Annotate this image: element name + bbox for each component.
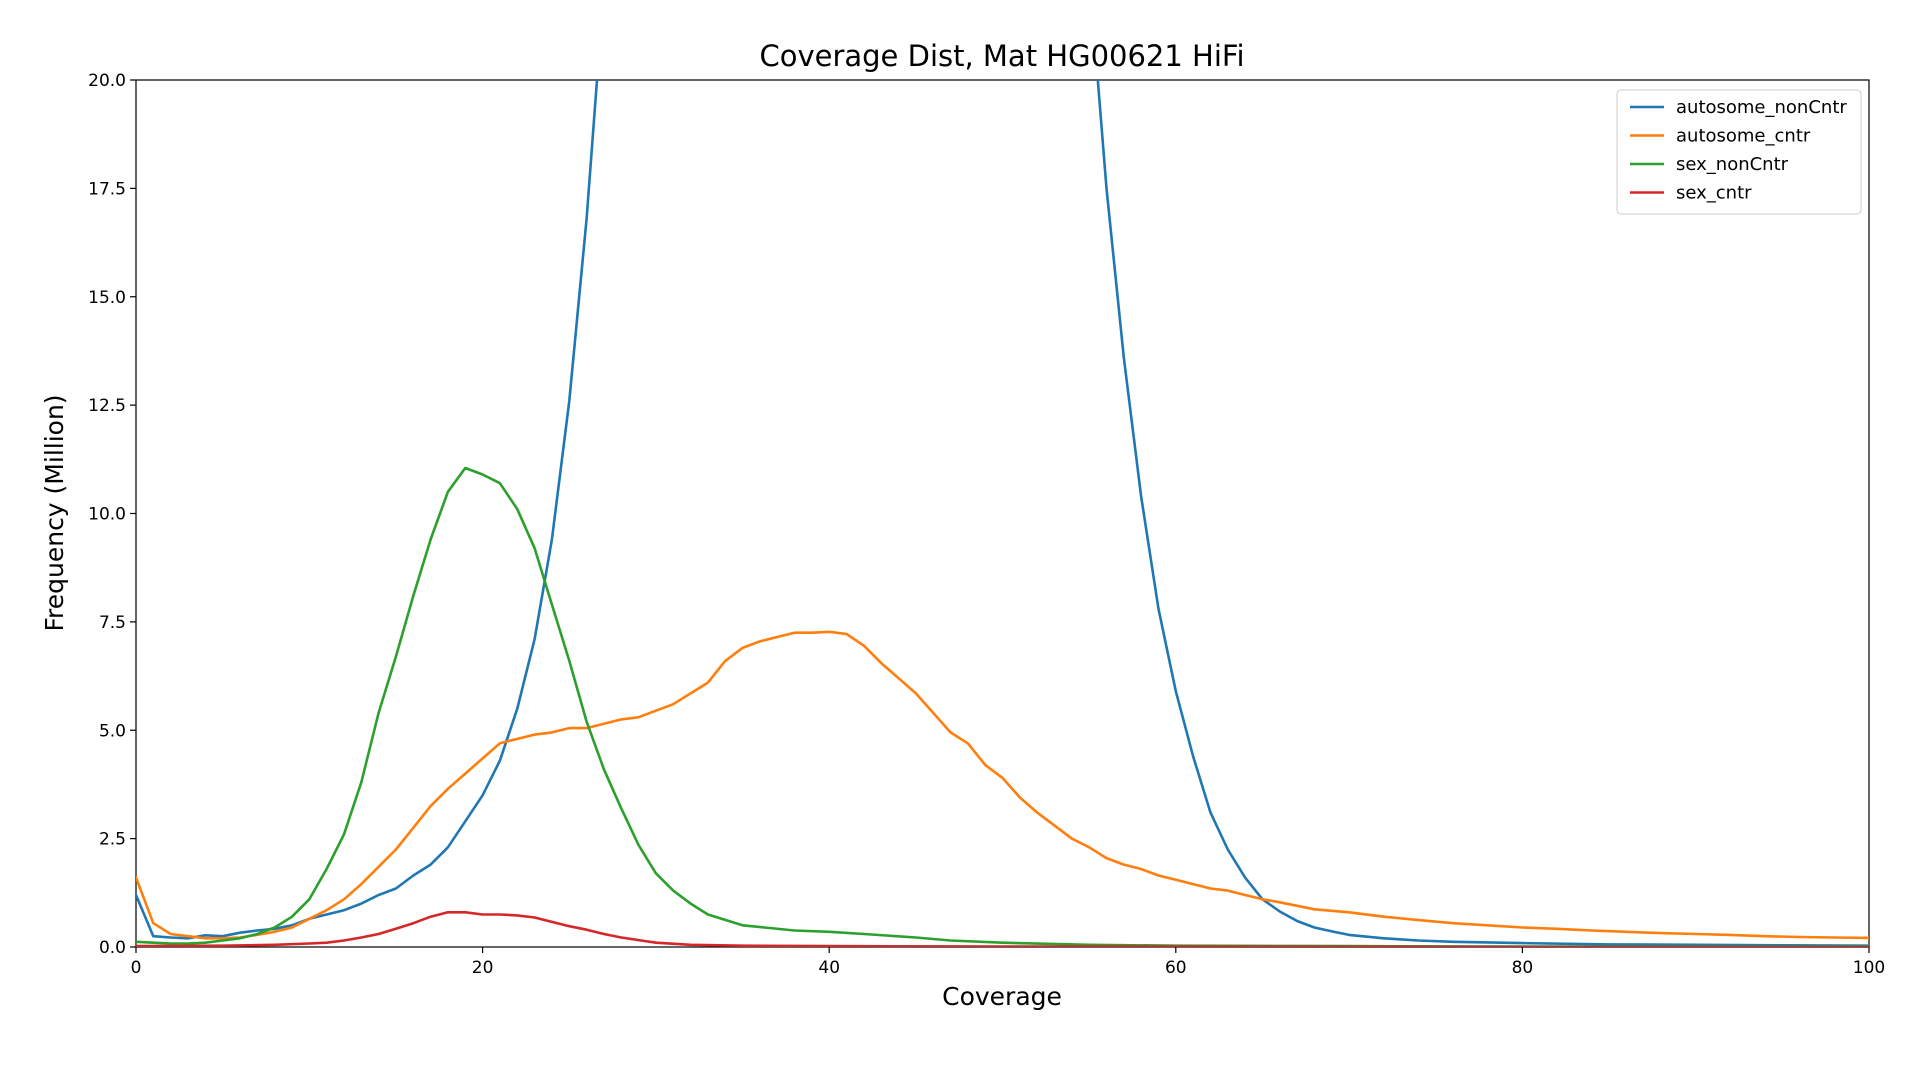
series-line-sex-noncntr (136, 466, 1869, 947)
y-axis-ticks: 0.0 2.5 5.0 7.5 10.0 12.5 15.0 17.5 20.0 (88, 71, 136, 958)
y-tick-label: 0.0 (99, 938, 126, 958)
x-tick-label: 40 (818, 958, 840, 978)
legend-label: sex_nonCntr (1676, 154, 1789, 175)
x-tick-label: 60 (1165, 958, 1187, 978)
legend-label: sex_cntr (1676, 183, 1752, 204)
x-tick-label: 0 (131, 958, 142, 978)
series-lines (136, 80, 1869, 947)
y-tick-label: 10.0 (88, 505, 126, 525)
y-tick-label: 20.0 (88, 71, 126, 91)
legend: autosome_nonCntr autosome_cntr sex_nonCntr… (1616, 89, 1862, 215)
legend-label: autosome_nonCntr (1676, 97, 1847, 118)
y-tick-label: 5.0 (99, 721, 126, 741)
y-tick-label: 2.5 (99, 830, 126, 850)
x-tick-label: 80 (1512, 958, 1534, 978)
series-line-autosome-cntr (136, 630, 1869, 940)
y-tick-label: 12.5 (88, 396, 126, 416)
plot-area-frame (135, 79, 1870, 948)
x-tick-label: 100 (1853, 958, 1885, 978)
y-tick-label: 7.5 (99, 613, 126, 633)
y-tick-label: 15.0 (88, 288, 126, 308)
series-line-autosome-noncntr (136, 80, 1869, 947)
series-line-sex-cntr (136, 910, 1869, 947)
y-axis-label: Frequency (Million) (40, 394, 69, 631)
x-tick-label: 20 (472, 958, 494, 978)
y-tick-label: 17.5 (88, 179, 126, 199)
legend-box (1616, 89, 1862, 215)
x-axis-ticks: 0 20 40 60 80 100 (131, 947, 1885, 978)
chart-title: Coverage Dist, Mat HG00621 HiFi (759, 39, 1244, 73)
x-axis-label: Coverage (942, 982, 1062, 1011)
legend-label: autosome_cntr (1676, 126, 1811, 147)
